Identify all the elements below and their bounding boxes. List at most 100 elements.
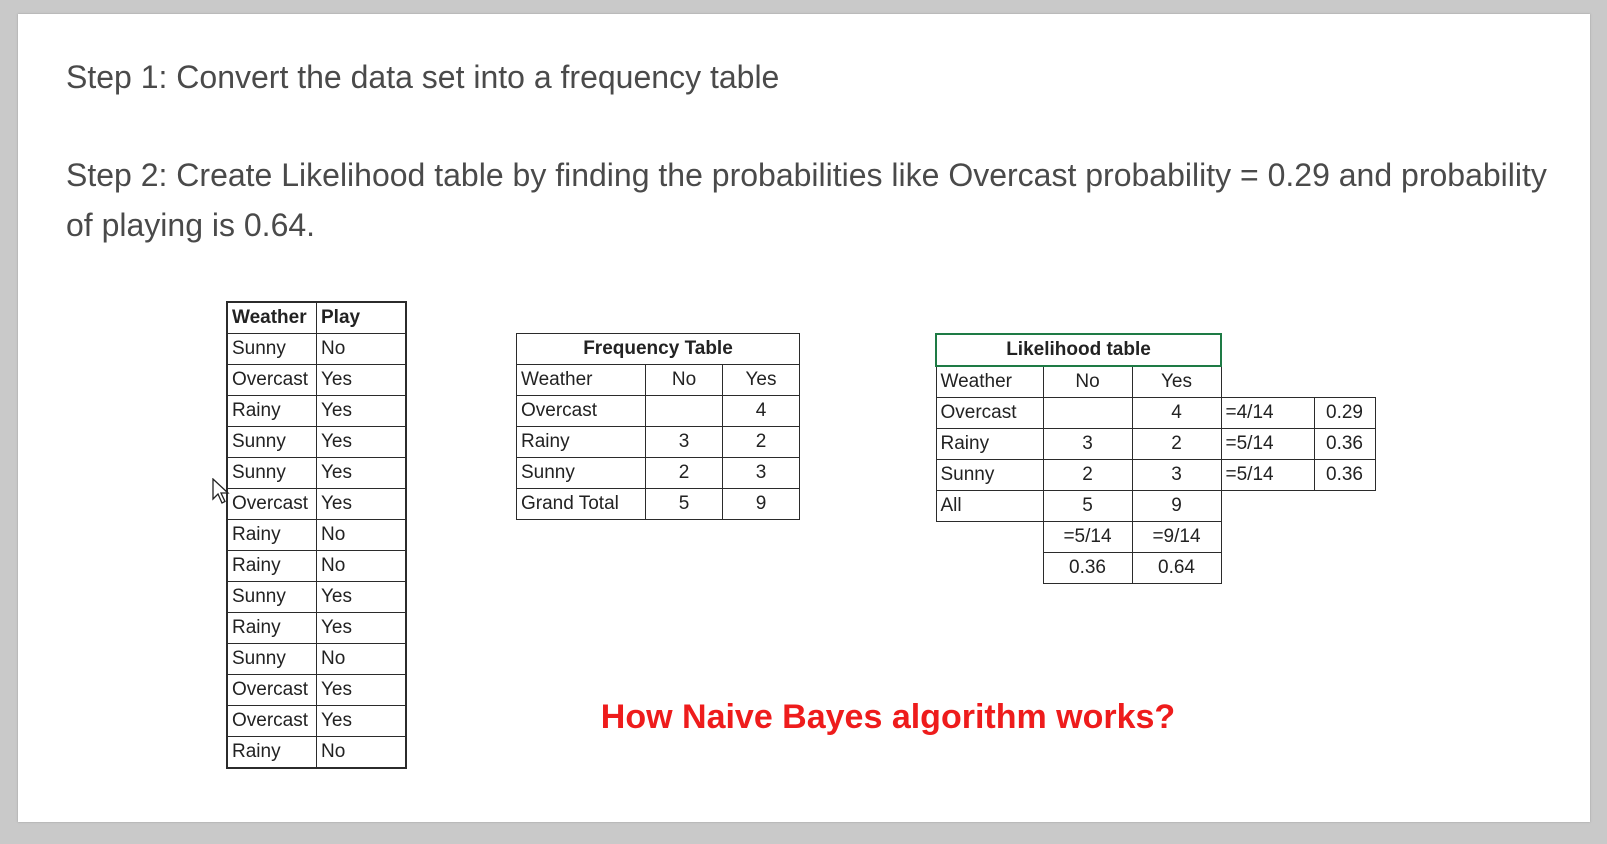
table-row: Rainy Yes xyxy=(226,612,407,644)
table-cell: 5 xyxy=(645,488,723,520)
table-cell: Yes xyxy=(316,581,407,613)
table-cell: 2 xyxy=(645,457,723,489)
table-row: Rainy 3 2 =5/14 0.36 xyxy=(935,428,1376,460)
table-cell: 4 xyxy=(722,395,800,427)
likelihood-table: Likelihood table Weather No Yes Overcast 4 =4/… xyxy=(935,333,1376,584)
step-2-text: Step 2: Create Likelihood table by findi… xyxy=(66,157,1547,243)
table-cell: Rainy xyxy=(226,550,317,582)
table-cell: Sunny xyxy=(226,581,317,613)
empty-cell xyxy=(1221,334,1314,366)
empty-cell xyxy=(1314,522,1375,553)
table-cell: 0.36 xyxy=(1042,552,1133,584)
table-cell: Overcast xyxy=(226,705,317,737)
column-header: Weather xyxy=(226,301,317,334)
table-cell: Sunny xyxy=(226,333,317,365)
table-cell: =9/14 xyxy=(1131,521,1222,553)
table-cell: 3 xyxy=(1131,459,1222,491)
column-header: No xyxy=(1042,365,1133,398)
table-cell: 5 xyxy=(1042,490,1133,522)
frequency-table: Frequency Table Weather No Yes Overcast 4 Rain… xyxy=(516,333,800,520)
table-cell xyxy=(645,395,723,427)
table-header-row: Weather No Yes xyxy=(935,365,1375,398)
table-row: Overcast 4 =4/14 0.29 xyxy=(935,397,1376,429)
table-cell: No xyxy=(316,643,407,675)
table-row: Rainy No xyxy=(226,519,407,551)
table-cell: 9 xyxy=(1131,490,1222,522)
table-cell: 3 xyxy=(645,426,723,458)
table-cell: =5/14 xyxy=(1220,428,1315,460)
column-header: Weather xyxy=(935,365,1044,398)
table-cell: Overcast xyxy=(226,364,317,396)
empty-cell xyxy=(1314,491,1375,522)
table-cell: Rainy xyxy=(226,519,317,551)
column-header: Weather xyxy=(516,364,646,396)
table-row: Sunny No xyxy=(226,643,407,675)
table-cell: 4 xyxy=(1131,397,1222,429)
table-row: Rainy Yes xyxy=(226,395,407,427)
table-cell: Yes xyxy=(316,457,407,489)
table-row: Overcast 4 xyxy=(516,395,800,427)
step-1-text: Step 1: Convert the data set into a freq… xyxy=(66,59,780,95)
likelihood-title-row: Likelihood table xyxy=(935,333,1375,367)
table-cell: Rainy xyxy=(226,736,317,769)
table-cell: Overcast xyxy=(516,395,646,427)
empty-cell xyxy=(1221,366,1314,398)
table-cell: Yes xyxy=(316,705,407,737)
column-header: Play xyxy=(316,301,407,334)
empty-cell xyxy=(1314,553,1375,584)
table-cell: Overcast xyxy=(226,488,317,520)
table-cell: No xyxy=(316,519,407,551)
table-cell: Sunny xyxy=(516,457,646,489)
table-row: Grand Total 5 9 xyxy=(516,488,800,520)
table-row: Sunny Yes xyxy=(226,426,407,458)
empty-cell xyxy=(1221,522,1314,553)
column-header: No xyxy=(645,364,723,396)
weather-play-table: Weather Play Sunny No Overcast Yes Rainy Yes Sun… xyxy=(226,301,407,769)
table-row: Sunny 2 3 =5/14 0.36 xyxy=(935,459,1376,491)
table-cell: All xyxy=(935,490,1044,522)
empty-cell xyxy=(1221,491,1314,522)
table-cell: Yes xyxy=(316,426,407,458)
table-cell: 3 xyxy=(722,457,800,489)
table-cell: =4/14 xyxy=(1220,397,1315,429)
empty-cell xyxy=(936,553,1043,584)
table-cell: Sunny xyxy=(935,459,1044,491)
fraction-row: =5/14 =9/14 xyxy=(936,521,1375,553)
table-cell: 2 xyxy=(1131,428,1222,460)
table-cell: Yes xyxy=(316,364,407,396)
table-cell: 2 xyxy=(1042,459,1133,491)
table-cell: Rainy xyxy=(935,428,1044,460)
table-row: Sunny No xyxy=(226,333,407,365)
table-cell: Rainy xyxy=(226,395,317,427)
table-cell: No xyxy=(316,550,407,582)
table-row: Sunny Yes xyxy=(226,457,407,489)
frequency-table-title: Frequency Table xyxy=(516,333,800,365)
table-row: Overcast Yes xyxy=(226,488,407,520)
table-cell xyxy=(1042,397,1133,429)
table-cell: 0.36 xyxy=(1313,459,1376,491)
table-row: Rainy 3 2 xyxy=(516,426,800,458)
table-cell: 0.29 xyxy=(1313,397,1376,429)
table-cell: Grand Total xyxy=(516,488,646,520)
table-cell: Yes xyxy=(316,674,407,706)
table-cell: Sunny xyxy=(226,426,317,458)
empty-cell xyxy=(1221,553,1314,584)
table-cell: Yes xyxy=(316,612,407,644)
table-cell: Yes xyxy=(316,395,407,427)
table-cell: 3 xyxy=(1042,428,1133,460)
table-cell: 0.64 xyxy=(1131,552,1222,584)
empty-cell xyxy=(936,522,1043,553)
table-cell: 9 xyxy=(722,488,800,520)
column-header: Yes xyxy=(722,364,800,396)
table-header-row: Weather Play xyxy=(226,301,407,334)
table-cell: Sunny xyxy=(226,457,317,489)
table-row: All 5 9 xyxy=(935,490,1375,522)
probability-row: 0.36 0.64 xyxy=(936,552,1375,584)
table-row: Rainy No xyxy=(226,736,407,769)
table-cell: Overcast xyxy=(226,674,317,706)
table-cell: Sunny xyxy=(226,643,317,675)
table-cell: No xyxy=(316,333,407,365)
table-cell: Rainy xyxy=(516,426,646,458)
table-row: Rainy No xyxy=(226,550,407,582)
